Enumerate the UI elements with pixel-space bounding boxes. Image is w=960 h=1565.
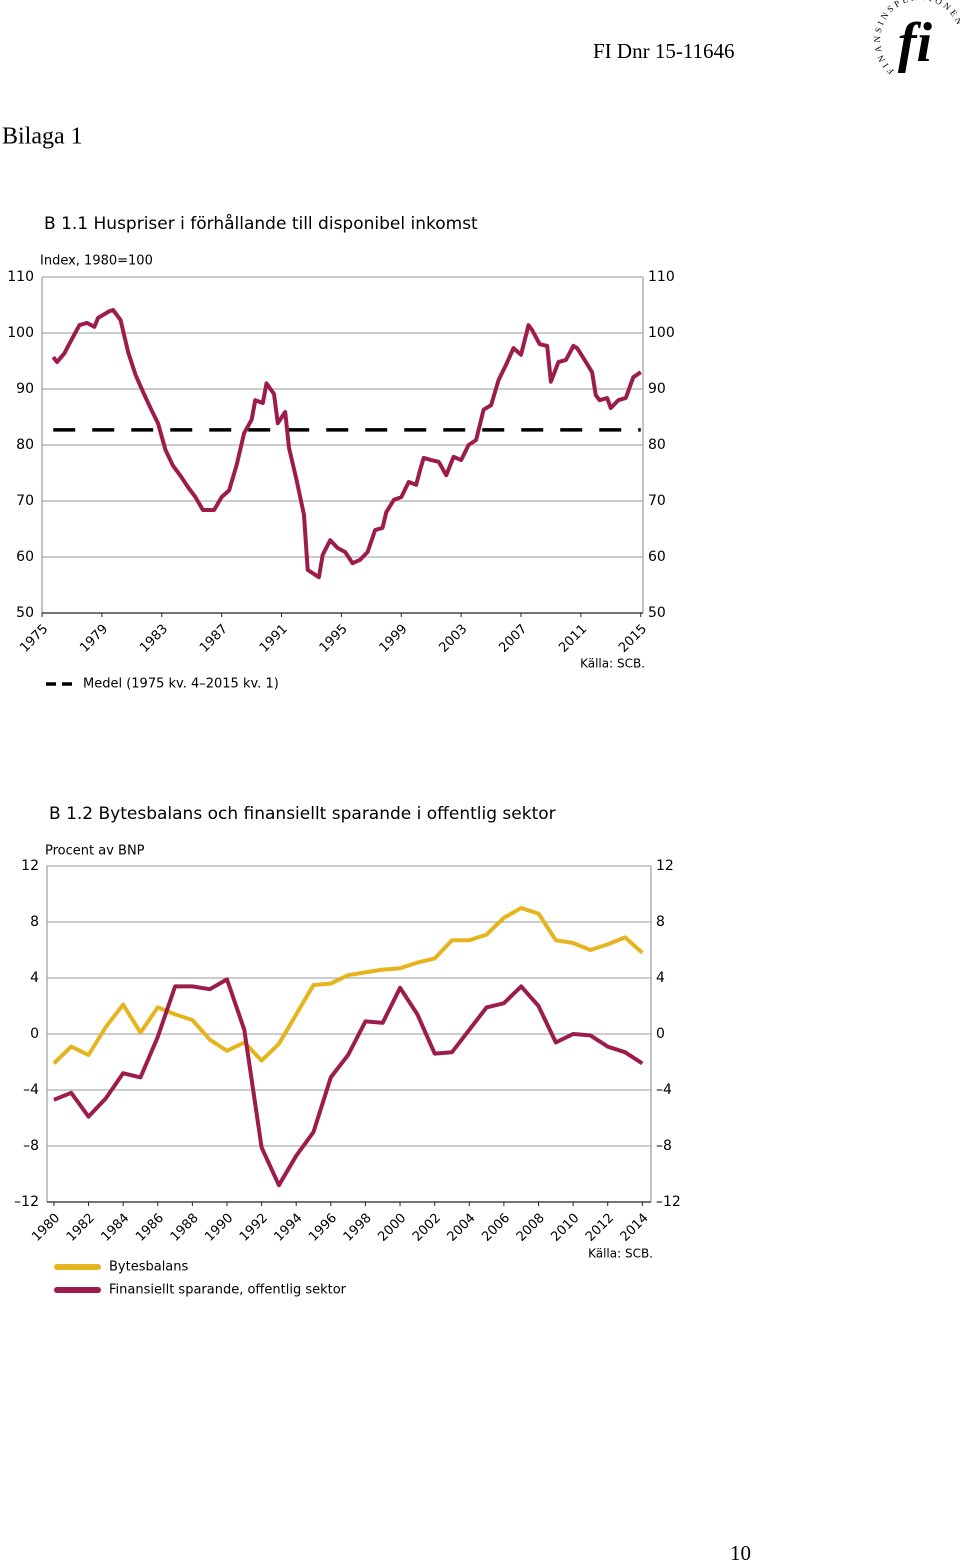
y-tick-label: 90 (16, 381, 34, 397)
y-tick-label-right: 4 (656, 970, 665, 986)
chart-title: B 1.1 Huspriser i förhållande till dispo… (44, 213, 478, 234)
x-tick-label: 1990 (202, 1211, 236, 1245)
y-tick-label-right: 60 (648, 549, 666, 565)
y-tick-label-right: 80 (648, 437, 666, 453)
source: Källa: SCB. (580, 657, 645, 671)
y-tick-label-right: –8 (656, 1138, 672, 1154)
y-tick-label-right: –4 (656, 1082, 672, 1098)
y-tick-label-right: 12 (656, 858, 674, 874)
y-tick-label: 8 (30, 914, 39, 930)
y-tick-label-right: 0 (656, 1026, 665, 1042)
x-tick-label: 2015 (616, 622, 650, 656)
heading: Bilaga 1 (2, 124, 83, 150)
y-tick-label: 70 (16, 493, 34, 509)
page-number: 10 (730, 1541, 751, 1565)
y-tick-label: –8 (23, 1138, 39, 1154)
y-tick-label-right: –12 (656, 1194, 681, 1210)
x-tick-label: 2006 (479, 1211, 513, 1245)
x-tick-label: 2014 (618, 1211, 652, 1245)
x-tick-label: 2003 (436, 622, 470, 656)
x-tick-label: 2000 (375, 1211, 409, 1245)
x-tick-label: 2004 (445, 1211, 479, 1245)
x-tick-label: 2012 (583, 1211, 617, 1245)
x-tick-label: 1984 (98, 1211, 132, 1245)
line-series (52, 906, 644, 1065)
x-tick-label: 1994 (272, 1211, 306, 1245)
y-tick-label-right: 70 (648, 493, 666, 509)
x-tick-label: 2008 (514, 1211, 548, 1245)
x-tick-label: 1999 (377, 622, 411, 656)
x-tick-label: 1998 (341, 1211, 375, 1245)
legend-label: Finansiellt sparande, offentlig sektor (109, 1283, 347, 1298)
legend-label: Medel (1975 kv. 4–2015 kv. 1) (83, 677, 279, 692)
x-tick-label: 1975 (17, 622, 51, 656)
y-tick-label-right: 110 (648, 269, 675, 285)
source: Källa: SCB. (588, 1247, 653, 1261)
line-series (51, 308, 642, 580)
x-tick-label: 2010 (548, 1211, 582, 1245)
x-tick-label: 1980 (29, 1211, 63, 1245)
chart-title: B 1.2 Bytesbalans och finansiellt sparan… (49, 804, 556, 824)
y-tick-label: –4 (23, 1082, 39, 1098)
y-tick-label: 4 (30, 970, 39, 986)
x-tick-label: 1983 (137, 622, 171, 656)
x-tick-label: 2007 (496, 622, 530, 656)
y-tick-label-right: 8 (656, 914, 665, 930)
legend-label: Bytesbalans (109, 1260, 189, 1275)
y-axis-label: Index, 1980=100 (40, 254, 153, 269)
y-tick-label-right: 50 (648, 605, 666, 621)
x-tick-label: 1991 (257, 622, 291, 656)
x-tick-label: 1987 (197, 622, 231, 656)
y-tick-label: –12 (14, 1194, 39, 1210)
y-tick-label-right: 100 (648, 325, 675, 341)
logo-mark: fi (898, 12, 933, 74)
x-tick-label: 1982 (64, 1211, 98, 1245)
y-tick-label-right: 90 (648, 381, 666, 397)
x-tick-label: 1996 (306, 1211, 340, 1245)
logo: FINANSINSPEKTIONEN fi (872, 0, 960, 76)
y-tick-label: 80 (16, 437, 34, 453)
x-tick-label: 1979 (77, 622, 111, 656)
y-tick-label: 60 (16, 549, 34, 565)
y-tick-label: 110 (7, 269, 34, 285)
dnr: FI Dnr 15-11646 (593, 39, 735, 63)
x-tick-label: 1988 (168, 1211, 202, 1245)
x-tick-label: 1992 (237, 1211, 271, 1245)
x-tick-label: 2002 (410, 1211, 444, 1245)
y-axis-label: Procent av BNP (45, 844, 145, 859)
y-tick-label: 12 (21, 858, 39, 874)
y-tick-label: 0 (30, 1026, 39, 1042)
x-tick-label: 1995 (317, 622, 351, 656)
x-tick-label: 1986 (133, 1211, 167, 1245)
y-tick-label: 50 (16, 605, 34, 621)
y-tick-label: 100 (7, 325, 34, 341)
line-series (53, 977, 644, 1188)
x-tick-label: 2011 (556, 622, 590, 656)
